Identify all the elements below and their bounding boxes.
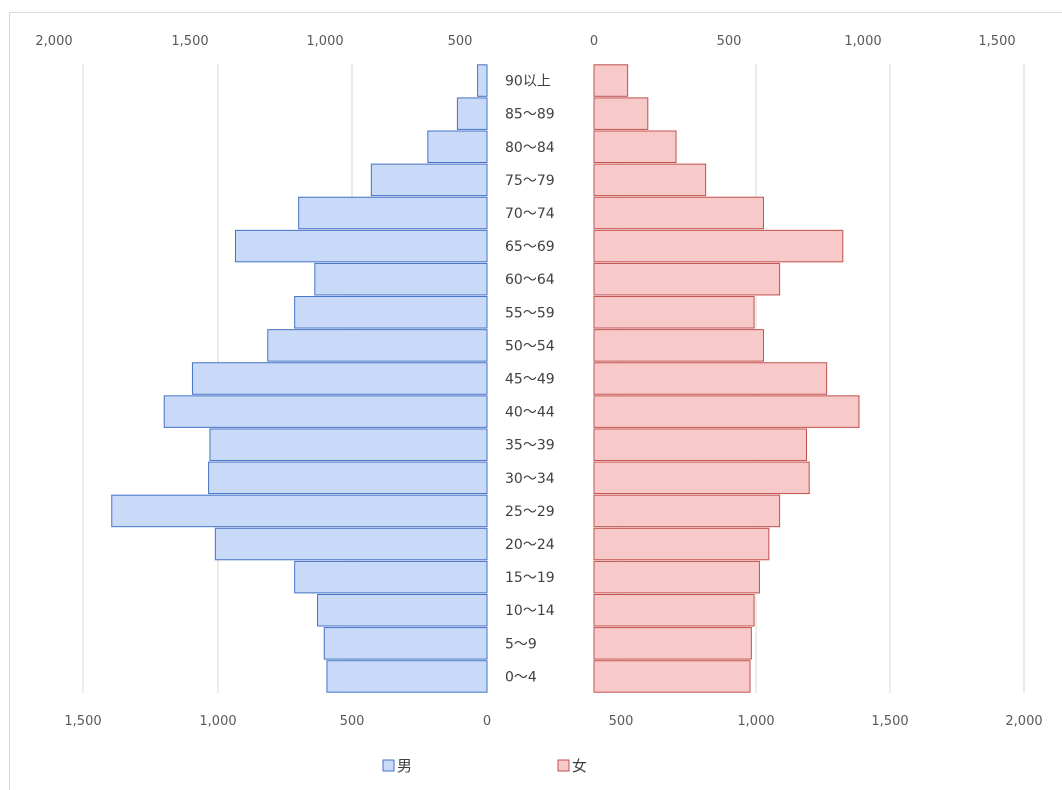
tick-top-right-2: 1,000 <box>844 34 881 49</box>
category-label-11: 55〜59 <box>505 305 555 321</box>
category-label-6: 30〜34 <box>505 471 555 487</box>
category-label-12: 60〜64 <box>505 272 555 288</box>
category-label-1: 5〜9 <box>505 636 537 652</box>
bar-female-5 <box>593 494 781 528</box>
bar-female-16 <box>593 130 677 164</box>
legend-label-1: 女 <box>572 757 587 775</box>
category-label-0: 0〜4 <box>505 669 537 685</box>
category-label-8: 40〜44 <box>505 405 555 421</box>
category-label-2: 10〜14 <box>505 603 555 619</box>
bar-female-12 <box>593 262 781 296</box>
category-label-10: 50〜54 <box>505 338 555 354</box>
tick-bottom-right-1: 1,000 <box>737 714 774 729</box>
category-label-9: 45〜49 <box>505 372 555 388</box>
category-label-18: 90以上 <box>505 74 551 90</box>
tick-bottom-left-3: 0 <box>483 714 491 729</box>
bar-male-5 <box>111 494 488 528</box>
tick-top-left-2: 1,000 <box>306 34 343 49</box>
tick-top-right-0: 0 <box>590 34 598 49</box>
category-label-16: 80〜84 <box>505 140 555 156</box>
category-label-5: 25〜29 <box>505 504 555 520</box>
tick-top-left-0: 2,000 <box>35 34 72 49</box>
tick-bottom-right-2: 1,500 <box>871 714 908 729</box>
bar-male-3 <box>294 560 488 594</box>
bar-male-0 <box>326 660 488 693</box>
tick-bottom-right-3: 2,000 <box>1005 714 1042 729</box>
bar-male-13 <box>234 229 488 263</box>
bar-female-1 <box>593 627 752 660</box>
bar-female-10 <box>593 329 764 362</box>
bar-female-2 <box>593 593 755 627</box>
bar-female-17 <box>593 97 649 130</box>
bar-female-11 <box>593 296 755 329</box>
legend-label-0: 男 <box>397 757 412 775</box>
bars <box>111 64 860 693</box>
bar-female-14 <box>593 196 764 230</box>
bar-male-7 <box>209 428 488 461</box>
bar-female-13 <box>593 229 844 263</box>
category-label-14: 70〜74 <box>505 206 555 222</box>
bar-male-9 <box>191 362 488 395</box>
bar-male-10 <box>267 329 488 362</box>
bar-female-15 <box>593 163 707 197</box>
bar-male-8 <box>163 395 488 428</box>
bar-male-11 <box>294 296 488 329</box>
bar-female-0 <box>593 660 751 693</box>
category-label-13: 65〜69 <box>505 239 555 255</box>
bar-female-4 <box>593 527 770 561</box>
legend-swatch-1 <box>557 759 570 772</box>
category-labels: 0〜4 5〜9 10〜14 15〜19 20〜24 25〜29 30〜34 35〜39 40〜4… <box>505 74 555 686</box>
tick-bottom-right-0: 500 <box>609 714 634 729</box>
bar-male-6 <box>208 461 488 495</box>
chart-frame <box>9 12 1062 790</box>
bar-female-6 <box>593 461 810 495</box>
bar-female-8 <box>593 395 860 428</box>
bar-male-14 <box>298 196 488 230</box>
bar-female-9 <box>593 362 828 395</box>
axis-tick-labels: 2,000 1,500 1,000 500 0 500 1,000 1,500 1,500 1,0… <box>35 34 1042 729</box>
bar-male-1 <box>323 627 488 660</box>
tick-top-left-3: 500 <box>448 34 473 49</box>
bar-male-4 <box>214 527 488 561</box>
tick-bottom-left-1: 1,000 <box>199 714 236 729</box>
tick-top-right-1: 500 <box>717 34 742 49</box>
tick-top-right-3: 1,500 <box>978 34 1015 49</box>
category-label-7: 35〜39 <box>505 438 555 454</box>
bar-female-3 <box>593 560 760 594</box>
tick-bottom-left-2: 500 <box>340 714 365 729</box>
category-label-17: 85〜89 <box>505 107 555 123</box>
category-label-3: 15〜19 <box>505 570 555 586</box>
tick-bottom-left-0: 1,500 <box>64 714 101 729</box>
bar-male-16 <box>427 130 488 164</box>
bar-male-18 <box>477 64 488 97</box>
bar-male-2 <box>317 593 488 627</box>
bar-female-18 <box>593 64 629 97</box>
bar-male-15 <box>370 163 488 197</box>
category-label-15: 75〜79 <box>505 173 555 189</box>
bar-male-12 <box>314 262 488 296</box>
bar-male-17 <box>456 97 488 130</box>
category-label-4: 20〜24 <box>505 537 555 553</box>
tick-top-left-1: 1,500 <box>171 34 208 49</box>
legend-swatch-0 <box>382 759 395 772</box>
legend: 男女 <box>382 757 587 775</box>
bar-female-7 <box>593 428 808 461</box>
